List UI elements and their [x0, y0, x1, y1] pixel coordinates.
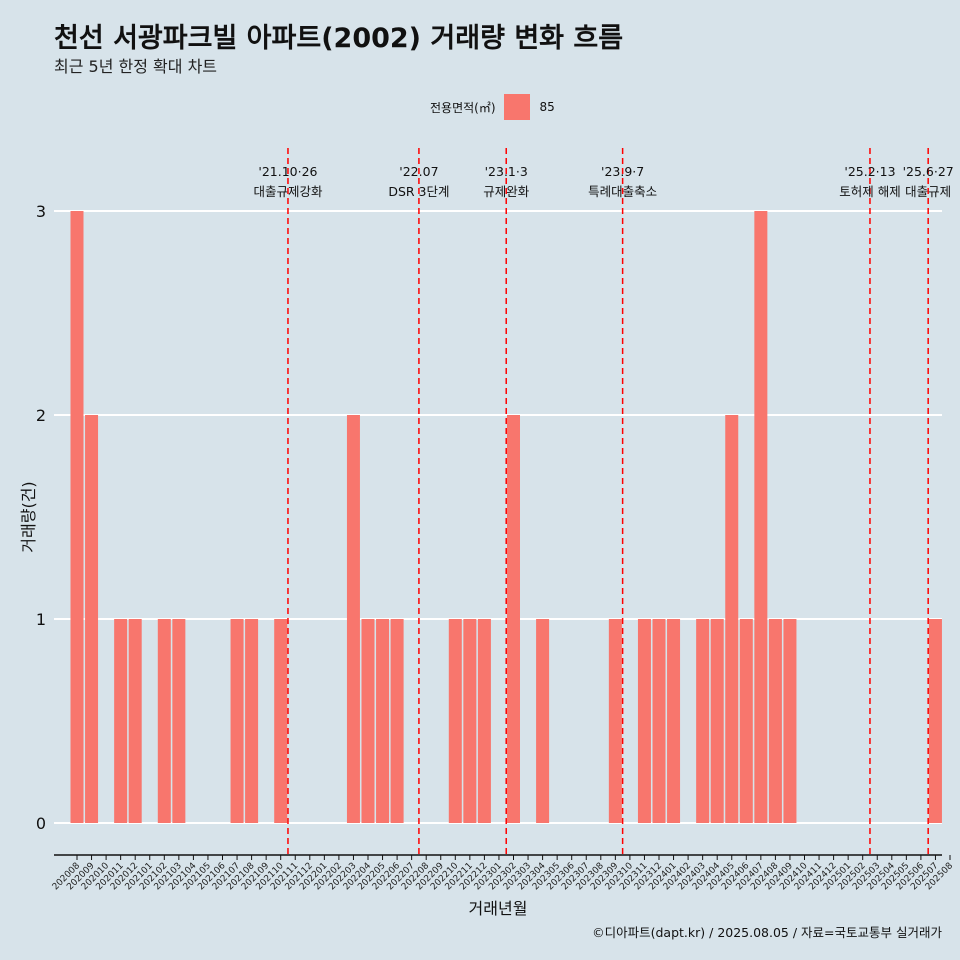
- bar: [230, 619, 244, 823]
- event-name-label: 규제완화: [483, 184, 530, 199]
- y-axis-title: 거래량(건): [19, 481, 38, 552]
- legend-label: 85: [539, 100, 555, 114]
- source-caption: ©디아파트(dapt.kr) / 2025.08.05 / 자료=국토교통부 실…: [592, 925, 942, 940]
- legend-title: 전용면적(㎡): [430, 100, 496, 115]
- x-axis-title: 거래년월: [469, 899, 528, 918]
- bar: [463, 619, 477, 823]
- bar: [376, 619, 390, 823]
- legend-key-swatch: [503, 94, 530, 120]
- event-name-label: 토허제 해제: [839, 184, 900, 199]
- bar: [725, 415, 739, 823]
- legend: 전용면적(㎡) 85: [430, 93, 555, 121]
- y-tick-label: 0: [36, 814, 46, 833]
- chart-subtitle: 최근 5년 한정 확대 차트: [54, 57, 218, 76]
- bar: [739, 619, 753, 823]
- bar: [128, 619, 142, 823]
- bar: [507, 415, 520, 823]
- bar: [477, 619, 491, 823]
- bar: [448, 619, 462, 823]
- bar: [667, 619, 681, 823]
- event-name-label: 대출규제강화: [253, 184, 323, 199]
- event-date-label: '25.2·13: [844, 164, 895, 179]
- bar: [245, 619, 259, 823]
- event-date-label: '22.07: [399, 164, 438, 179]
- y-tick-label: 2: [36, 406, 46, 425]
- event-name-label: 대출규제: [905, 184, 951, 199]
- y-tick-label: 3: [36, 202, 46, 221]
- chart-title: 천선 서광파크빌 아파트(2002) 거래량 변화 흐름: [54, 23, 624, 54]
- bar: [696, 619, 710, 823]
- bar: [172, 619, 186, 823]
- event-name-label: 특례대출축소: [588, 184, 657, 199]
- bar: [928, 619, 942, 823]
- bar: [536, 619, 550, 823]
- event-date-label: '21.10·26: [258, 164, 317, 179]
- bar: [390, 619, 404, 823]
- bar: [783, 619, 797, 823]
- bar: [652, 619, 666, 823]
- event-date-label: '23.9·7: [601, 164, 644, 179]
- bar: [114, 619, 128, 823]
- bar: [157, 619, 171, 823]
- y-tick-label: 1: [36, 610, 46, 629]
- bar: [85, 415, 99, 823]
- event-date-label: '23.1·3: [485, 164, 528, 179]
- bar: [754, 211, 768, 823]
- bar: [346, 415, 360, 823]
- bar: [768, 619, 782, 823]
- bar: [361, 619, 375, 823]
- bar: [70, 211, 84, 823]
- event-date-label: '25.6·27: [903, 164, 954, 179]
- bar: [710, 619, 724, 823]
- bar: [608, 619, 622, 823]
- event-name-label: DSR 3단계: [388, 184, 449, 199]
- bar: [274, 619, 288, 823]
- bar: [637, 619, 651, 823]
